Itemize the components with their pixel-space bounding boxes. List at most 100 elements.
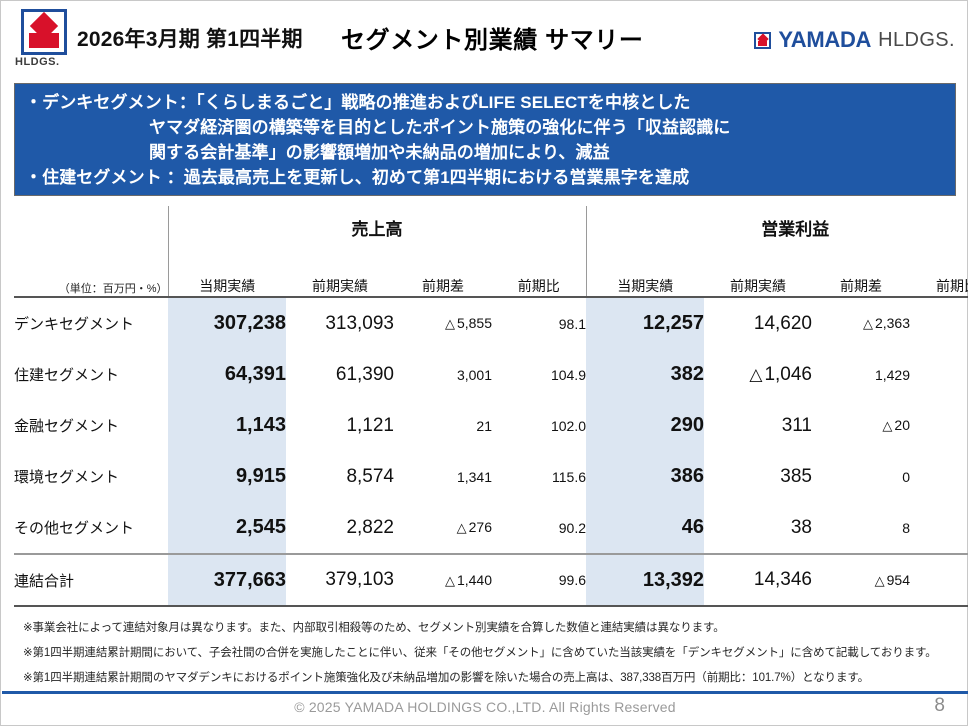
page-number: 8 (934, 695, 945, 716)
total-sales-diff-value: 1,440 (456, 571, 492, 588)
total-sales-diff: △ 1,440 (394, 553, 492, 607)
brand-name-primary: YAMADA (778, 27, 872, 52)
profit-previous: 14,620 (753, 312, 812, 334)
group-header-operating-profit: 営業利益 (585, 206, 968, 249)
table-total-row: 連結合計 377,663 379,103 △ 1,440 99.6 13,392 … (14, 553, 968, 607)
total-sales-previous: 379,103 (286, 553, 394, 607)
segment-label: 環境セグメント (14, 469, 120, 486)
segment-label: 金融セグメント (14, 418, 120, 435)
profit-diff-value: 20 (894, 417, 910, 433)
col-header-sales-current: 当期実績 (167, 249, 286, 298)
negative-marker-icon: △ (749, 364, 763, 384)
table-row: デンキセグメント 307,238 313,093 △ 5,855 98.1 12,… (14, 297, 968, 349)
profit-ratio: - (910, 349, 968, 400)
profit-current: 386 (586, 451, 704, 502)
table-row: 住建セグメント 64,391 61,390 3,001 104.9 382 △ 1… (14, 349, 968, 400)
total-label: 連結合計 (14, 553, 168, 607)
negative-marker-icon: △ (882, 418, 893, 433)
copyright-text: © 2025 YAMADA HOLDINGS CO.,LTD. All Righ… (294, 699, 676, 715)
profit-current: 46 (586, 502, 704, 554)
profit-diff: 1,429 (874, 366, 910, 383)
negative-marker-icon: △ (862, 316, 873, 331)
profit-previous-value: 1,046 (764, 363, 812, 385)
logo-stem-shape (40, 33, 48, 48)
sales-current: 9,915 (168, 451, 286, 502)
sales-ratio: 115.6 (552, 468, 586, 485)
table-group-header-row: （単位：百万円・%） 売上高 営業利益 (14, 206, 968, 298)
negative-marker-icon: △ (444, 572, 455, 588)
total-profit-current: 13,392 (586, 553, 704, 607)
slide-header: HLDGS. 2026年3月期 第1四半期 セグメント別業績 サマリー YAMA… (1, 1, 968, 73)
col-header-sales-ratio: 前期比 (492, 249, 586, 298)
footnotes: ※事業会社によって連結対象月は異なります。また、内部取引相殺等のため、セグメント… (23, 621, 953, 696)
yamada-brand-icon (754, 31, 772, 49)
banner-line: 関する会計基準」の影響額増加や未納品の増加により、減益 (149, 143, 610, 162)
sales-previous: 2,822 (346, 516, 394, 538)
table-row: 金融セグメント 1,143 1,121 21 102.0 290 311 △ 20… (14, 400, 968, 451)
footnote-item: ※第1四半期連結累計期間のヤマダデンキにおけるポイント施策強化及び未納品増加の影… (23, 672, 870, 684)
sales-previous: 313,093 (325, 312, 394, 334)
negative-marker-icon: △ (874, 572, 885, 588)
table-row: その他セグメント 2,545 2,822 △276 90.2 46 38 8 1… (14, 502, 968, 554)
col-header-profit-diff: 前期差 (812, 249, 910, 298)
profit-previous: 385 (780, 465, 812, 487)
table-row: 環境セグメント 9,915 8,574 1,341 115.6 386 385 … (14, 451, 968, 502)
profit-diff-value: 2,363 (874, 315, 910, 331)
sales-diff: △ 5,855 (394, 297, 492, 349)
sales-previous: 1,121 (346, 414, 394, 436)
profit-previous: △ 1,046 (704, 349, 812, 400)
banner-line: ・デンキセグメント：「くらしまるごと」戦略の推進およびLIFE SELECTを中… (25, 93, 691, 112)
sales-current: 64,391 (168, 349, 286, 400)
segment-label: その他セグメント (14, 520, 135, 537)
brand-name-secondary: HLDGS. (878, 28, 955, 51)
sales-diff: 21 (476, 417, 492, 434)
profit-current: 382 (586, 349, 704, 400)
profit-current: 12,257 (586, 297, 704, 349)
sales-diff-value: 276 (468, 519, 492, 535)
profit-ratio: 93.3 (910, 400, 968, 451)
col-header-profit-previous: 前期実績 (704, 249, 812, 298)
logo-right-leg-shape (48, 33, 59, 48)
profit-ratio: 83.8 (910, 297, 968, 349)
highlights-banner: ・デンキセグメント：「くらしまるごと」戦略の推進およびLIFE SELECTを中… (14, 83, 956, 196)
sales-ratio: 98.1 (558, 315, 586, 332)
total-sales-current: 377,663 (168, 553, 286, 607)
col-header-sales-diff: 前期差 (394, 249, 492, 298)
banner-line: ヤマダ経済圏の構築等を目的としたポイント施策の強化に伴う「収益認識に (149, 118, 731, 137)
footnote-item: ※事業会社によって連結対象月は異なります。また、内部取引相殺等のため、セグメント… (23, 622, 725, 634)
total-profit-diff-value: 954 (886, 571, 910, 588)
segment-label: デンキセグメント (14, 316, 135, 333)
sales-ratio: 90.2 (558, 519, 586, 536)
group-header-sales: 売上高 (167, 206, 586, 249)
profit-ratio: 121.6 (910, 502, 968, 554)
negative-marker-icon: △ (444, 316, 455, 331)
segment-results-table: （単位：百万円・%） 売上高 営業利益 当期実績 前期実績 前期差 前期比 当期… (14, 206, 968, 607)
yamada-holdings-logo-icon (21, 9, 67, 55)
sales-current: 1,143 (168, 400, 286, 451)
total-profit-ratio: 93.3 (910, 553, 968, 607)
profit-diff: 8 (902, 519, 910, 536)
sales-diff: 3,001 (456, 366, 492, 383)
sales-previous: 61,390 (335, 363, 394, 385)
logo-subtitle: HLDGS. (15, 56, 60, 68)
sales-current: 2,545 (168, 502, 286, 554)
profit-previous: 38 (790, 516, 812, 538)
profit-ratio: 100.2 (910, 451, 968, 502)
profit-diff: △ 2,363 (812, 297, 910, 349)
page-title: セグメント別業績 サマリー (341, 27, 644, 54)
profit-diff: 0 (902, 468, 910, 485)
brand-lockup: YAMADA HLDGS. (754, 27, 955, 53)
profit-diff: △ 20 (812, 400, 910, 451)
sales-diff-value: 5,855 (456, 315, 492, 331)
profit-current: 290 (586, 400, 704, 451)
sales-diff: △ 276 (394, 502, 492, 554)
col-header-profit-current: 当期実績 (585, 249, 704, 298)
sales-diff: 1,341 (456, 468, 492, 485)
footer-divider (2, 691, 968, 694)
sales-ratio: 102.0 (550, 417, 586, 434)
logo-left-leg-shape (29, 33, 40, 48)
sales-current: 307,238 (168, 297, 286, 349)
total-profit-previous: 14,346 (704, 553, 812, 607)
table-sub-header-row: 当期実績 前期実績 前期差 前期比 当期実績 前期実績 前期差 前期比 (14, 249, 968, 298)
